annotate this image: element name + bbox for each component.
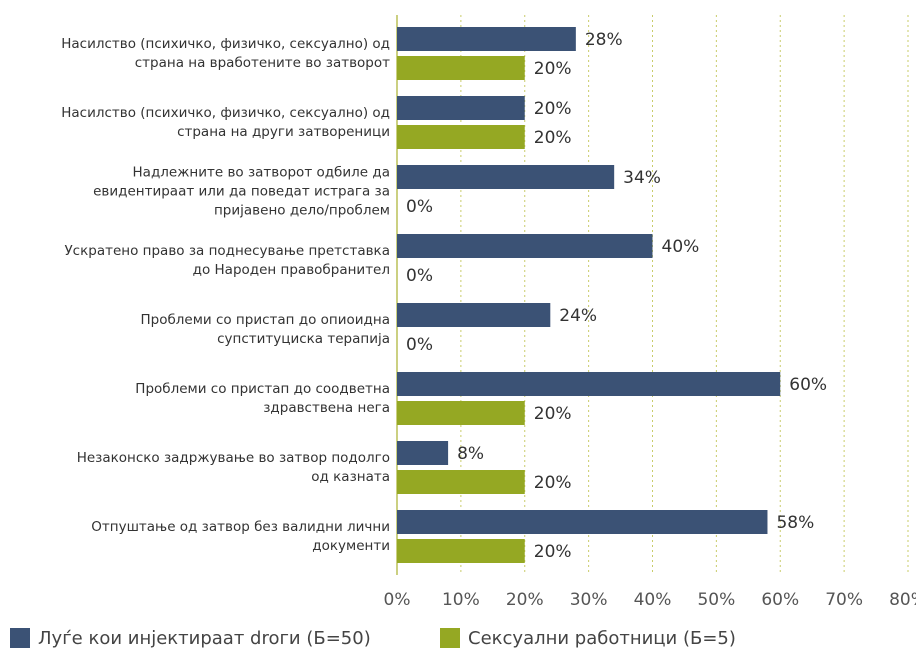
bar (397, 401, 525, 425)
value-label: 20% (534, 128, 572, 148)
value-label: 0% (406, 335, 433, 355)
x-tick-label: 20% (506, 590, 544, 610)
value-label: 28% (585, 30, 623, 50)
category-label: пријавено дело/проблем (214, 203, 390, 219)
category-label: здравствена нега (263, 400, 390, 416)
bar (397, 165, 615, 189)
value-label: 20% (534, 99, 572, 119)
x-tick-label: 10% (442, 590, 480, 610)
value-label: 0% (406, 197, 433, 217)
bar (397, 510, 768, 534)
value-label: 60% (789, 375, 827, 395)
bar (397, 96, 525, 120)
category-label: од казната (311, 469, 390, 485)
value-label: 0% (406, 266, 433, 286)
category-label: Надлежните во затворот одбиле да (133, 165, 390, 181)
bar (397, 303, 551, 327)
value-label: 34% (623, 168, 661, 188)
value-label: 20% (534, 404, 572, 424)
x-tick-label: 80% (889, 590, 916, 610)
category-label: Насилство (психичко, физичко, сексуално)… (61, 105, 390, 121)
category-label: Отпуштање од затвор без валидни лични (91, 519, 390, 535)
bar (397, 470, 525, 494)
legend-label: Луѓе кои инјектираат droги (Б=50) (38, 628, 371, 649)
category-label: Незаконско задржување во затвор подолго (77, 450, 390, 466)
bar (397, 234, 653, 258)
x-tick-label: 50% (697, 590, 735, 610)
category-label: страна на други затвореници (177, 124, 390, 140)
value-label: 40% (662, 237, 700, 257)
value-label: 24% (559, 306, 597, 326)
category-label: евидентираат или да поведат истрага за (93, 184, 390, 200)
x-tick-label: 60% (761, 590, 799, 610)
category-label: супституциска терапија (217, 331, 390, 347)
bar (397, 56, 525, 80)
bar (397, 125, 525, 149)
bar (397, 372, 781, 396)
value-label: 20% (534, 473, 572, 493)
category-label: Ускратено право за поднесување претставк… (64, 243, 390, 259)
legend-swatch (10, 628, 30, 648)
bar (397, 539, 525, 563)
legend-swatch (440, 628, 460, 648)
x-tick-label: 0% (384, 590, 411, 610)
category-label: до Народен правобранител (193, 262, 390, 278)
bar (397, 441, 449, 465)
category-label: Насилство (психичко, физичко, сексуално)… (61, 36, 390, 52)
value-label: 20% (534, 59, 572, 79)
category-label: Проблеми со пристап до опиоидна (140, 312, 390, 328)
legend-label: Сексуални работници (Б=5) (468, 628, 736, 649)
x-tick-label: 70% (825, 590, 863, 610)
x-tick-label: 30% (570, 590, 608, 610)
category-label: документи (312, 538, 390, 554)
category-label: Проблеми со пристап до соодветна (135, 381, 390, 397)
value-label: 8% (457, 444, 484, 464)
x-tick-label: 40% (634, 590, 672, 610)
value-label: 20% (534, 542, 572, 562)
category-label: страна на вработените во затворот (135, 55, 390, 71)
bar (397, 27, 576, 51)
value-label: 58% (776, 513, 814, 533)
